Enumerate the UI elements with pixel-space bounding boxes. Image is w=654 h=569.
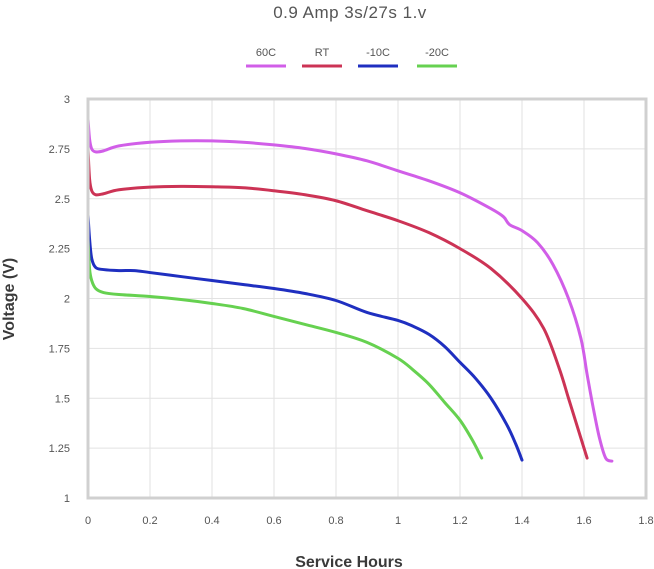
chart-title: 0.9 Amp 3s/27s 1.v bbox=[273, 3, 427, 22]
x-tick-label: 1.2 bbox=[452, 515, 467, 527]
x-tick-label: 1 bbox=[395, 515, 401, 527]
x-tick-label: 1.4 bbox=[514, 515, 529, 527]
y-tick-label: 2.25 bbox=[49, 244, 70, 256]
y-tick-label: 3 bbox=[64, 94, 70, 106]
plot-border bbox=[86, 97, 648, 500]
x-axis-title: Service Hours bbox=[295, 554, 403, 569]
x-tick-label: 1.8 bbox=[638, 515, 653, 527]
y-tick-label: 2 bbox=[64, 294, 70, 306]
x-tick-label: 0 bbox=[85, 515, 91, 527]
series-line-10c bbox=[86, 213, 524, 462]
legend-label: 60C bbox=[256, 47, 276, 59]
legend-label: RT bbox=[315, 47, 330, 59]
legend-label: -20C bbox=[425, 47, 449, 59]
tick-labels: 0 0.2 0.4 0.6 0.8 1 1.2 1.4 1.6 1.8 1 1.25 1.5 1.75 2 2… bbox=[49, 94, 654, 527]
series-group bbox=[86, 117, 614, 463]
y-tick-label: 2.75 bbox=[49, 144, 70, 156]
x-tick-label: 1.6 bbox=[576, 515, 591, 527]
x-tick-label: 0.6 bbox=[266, 515, 281, 527]
y-tick-label: 1 bbox=[64, 493, 70, 505]
plot-frame bbox=[86, 97, 648, 500]
series-line-rt bbox=[86, 147, 589, 460]
series-line-20c bbox=[86, 237, 484, 460]
y-axis-title: Voltage (V) bbox=[1, 258, 18, 340]
y-tick-label: 1.25 bbox=[49, 443, 70, 455]
y-tick-label: 1.75 bbox=[49, 343, 70, 355]
series-line-60c bbox=[86, 117, 614, 463]
y-tick-label: 1.5 bbox=[55, 393, 70, 405]
x-tick-label: 0.2 bbox=[142, 515, 157, 527]
x-tick-label: 0.8 bbox=[328, 515, 343, 527]
y-tick-label: 2.5 bbox=[55, 194, 70, 206]
legend-label: -10C bbox=[366, 47, 390, 59]
x-tick-label: 0.4 bbox=[204, 515, 219, 527]
legend: 60C RT -10C -20C bbox=[246, 47, 457, 68]
